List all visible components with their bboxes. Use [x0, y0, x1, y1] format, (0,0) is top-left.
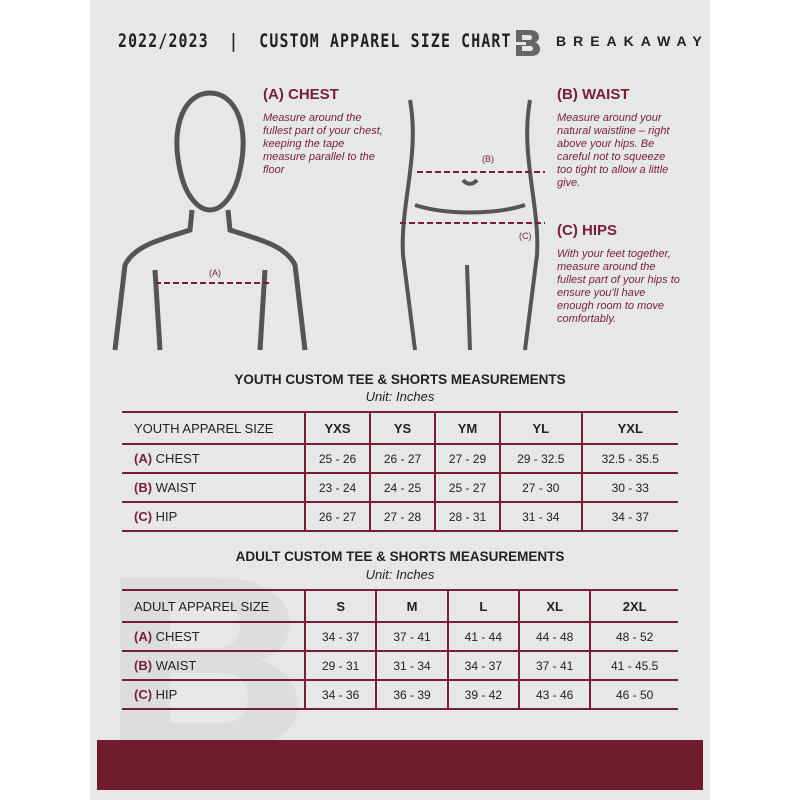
hips-description: With your feet together, measure around …: [557, 248, 680, 325]
measure-name: CHEST: [155, 629, 200, 644]
size-label: YOUTH APPAREL SIZE: [122, 411, 305, 445]
measurement-cell: 32.5 - 35.5: [580, 444, 678, 474]
size-header: 2XL: [589, 589, 678, 623]
measurement-cell: 41 - 45.5: [589, 651, 678, 681]
youth-table-title: YOUTH CUSTOM TEE & SHORTS MEASUREMENTS: [234, 372, 566, 387]
adult-size-table: ADULT APPAREL SIZE S M L XL 2XL (A) CHEST 34 - …: [122, 589, 678, 710]
size-label: ADULT APPAREL SIZE: [122, 589, 305, 623]
waist-description: Measure around your natural waistline – …: [557, 112, 670, 189]
measure-name: CHEST: [155, 451, 200, 466]
measurement-cell: 29 - 31: [303, 651, 377, 681]
measure-letter: (A): [134, 451, 153, 466]
measure-letter: (A): [134, 629, 153, 644]
measure-label: (B) WAIST: [122, 651, 305, 681]
upper-body-illustration: [112, 90, 308, 351]
size-header: YXL: [580, 411, 678, 445]
measurement-cell: 25 - 27: [434, 473, 500, 503]
measurement-cell: 31 - 34: [375, 651, 448, 681]
hips-marker: (C): [519, 231, 532, 241]
chest-heading: (A) CHEST: [263, 86, 339, 103]
measure-label: (C) HIP: [122, 502, 305, 532]
table-row: (B) WAIST 23 - 24 24 - 25 25 - 27 27 - 30 30 …: [122, 473, 678, 503]
lower-body-illustration: [400, 99, 545, 351]
size-header: YXS: [304, 411, 370, 445]
measurement-cell: 28 - 31: [434, 502, 500, 532]
measurement-cell: 26 - 27: [369, 444, 435, 474]
measure-letter: (B): [134, 658, 153, 673]
waist-heading: (B) WAIST: [557, 86, 630, 103]
table-row: (C) HIP 26 - 27 27 - 28 28 - 31 31 - 34 34 - …: [122, 502, 678, 532]
measurement-cell: 34 - 37: [580, 502, 678, 532]
waist-marker: (B): [482, 154, 494, 164]
measure-label: (B) WAIST: [122, 473, 305, 503]
measurement-cell: 37 - 41: [517, 651, 591, 681]
measurement-cell: 27 - 28: [369, 502, 435, 532]
adult-unit: Unit: Inches: [365, 567, 435, 582]
measurement-cell: 37 - 41: [375, 622, 448, 652]
measurement-cell: 41 - 44: [446, 622, 519, 652]
measure-label: (C) HIP: [122, 680, 305, 710]
size-header: L: [446, 589, 519, 623]
size-header: XL: [517, 589, 591, 623]
measurement-cell: 30 - 33: [580, 473, 678, 503]
measurement-cell: 44 - 48: [517, 622, 591, 652]
size-header: M: [375, 589, 448, 623]
measurement-cell: 31 - 34: [499, 502, 582, 532]
size-header: YS: [369, 411, 435, 445]
measure-name: HIP: [155, 687, 178, 702]
page-title: 2022/2023 | CUSTOM APPAREL SIZE CHART: [118, 30, 512, 52]
measure-name: WAIST: [155, 480, 197, 495]
table-row: (C) HIP 34 - 36 36 - 39 39 - 42 43 - 46 46 - …: [122, 680, 678, 710]
size-header: YL: [499, 411, 582, 445]
measurement-cell: 34 - 36: [303, 680, 377, 710]
hips-heading: (C) HIPS: [557, 222, 617, 239]
youth-unit: Unit: Inches: [365, 389, 435, 404]
measurement-cell: 27 - 30: [499, 473, 582, 503]
table-header-row: YOUTH APPAREL SIZE YXS YS YM YL YXL: [122, 411, 678, 445]
measurement-cell: 34 - 37: [303, 622, 377, 652]
measurement-cell: 46 - 50: [589, 680, 678, 710]
measurement-cell: 39 - 42: [446, 680, 519, 710]
table-row: (A) CHEST 34 - 37 37 - 41 41 - 44 44 - 48 48 …: [122, 622, 678, 652]
size-header: YM: [434, 411, 500, 445]
chest-description: Measure around the fullest part of your …: [263, 112, 383, 176]
adult-table-title: ADULT CUSTOM TEE & SHORTS MEASUREMENTS: [235, 549, 565, 564]
measurement-cell: 23 - 24: [304, 473, 370, 503]
measurement-cell: 48 - 52: [589, 622, 678, 652]
measurement-cell: 25 - 26: [304, 444, 370, 474]
measurement-cell: 27 - 29: [434, 444, 500, 474]
brand-name: BREAKAWAY: [556, 33, 709, 49]
measure-letter: (B): [134, 480, 153, 495]
measure-label: (A) CHEST: [122, 622, 305, 652]
table-header-row: ADULT APPAREL SIZE S M L XL 2XL: [122, 589, 678, 623]
measurement-cell: 26 - 27: [304, 502, 370, 532]
youth-size-table: YOUTH APPAREL SIZE YXS YS YM YL YXL (A) CHEST 2…: [122, 411, 678, 532]
table-row: (A) CHEST 25 - 26 26 - 27 27 - 29 29 - 32.5 3…: [122, 444, 678, 474]
breakaway-logo-icon: [512, 30, 540, 56]
measure-letter: (C): [134, 509, 153, 524]
measure-label: (A) CHEST: [122, 444, 305, 474]
measurement-cell: 29 - 32.5: [499, 444, 582, 474]
measurement-cell: 24 - 25: [369, 473, 435, 503]
measurement-cell: 34 - 37: [446, 651, 519, 681]
measurement-cell: 43 - 46: [517, 680, 591, 710]
table-row: (B) WAIST 29 - 31 31 - 34 34 - 37 37 - 41 41 …: [122, 651, 678, 681]
chest-marker: (A): [209, 268, 221, 278]
measure-letter: (C): [134, 687, 153, 702]
measurement-cell: 36 - 39: [375, 680, 448, 710]
footer-band: [97, 740, 703, 790]
size-header: S: [303, 589, 377, 623]
measure-name: WAIST: [155, 658, 197, 673]
measure-name: HIP: [155, 509, 178, 524]
